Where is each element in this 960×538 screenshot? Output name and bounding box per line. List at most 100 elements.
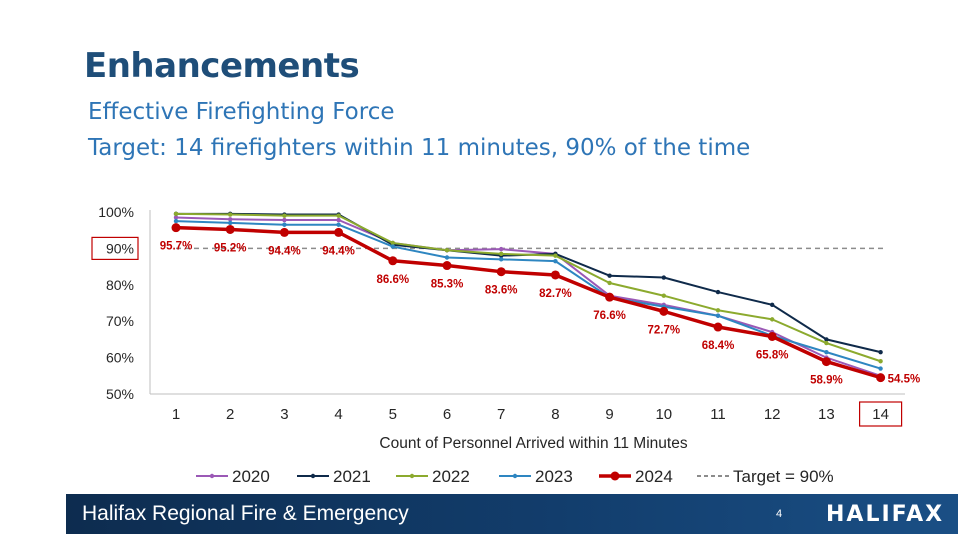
x-tick-label: 14 xyxy=(872,406,889,423)
data-point-2024 xyxy=(713,322,723,332)
data-point-2024 xyxy=(171,223,181,233)
footer-bar: Halifax Regional Fire & Emergency 4 HALI… xyxy=(66,494,958,534)
x-tick-label: 1 xyxy=(172,406,180,423)
data-label: 95.7% xyxy=(160,241,193,253)
data-label: 85.3% xyxy=(431,279,464,291)
data-label: 54.5% xyxy=(888,374,921,386)
legend-marker-5 xyxy=(610,471,620,481)
data-point-2024 xyxy=(496,267,506,277)
legend-label: 2024 xyxy=(635,467,673,486)
data-point-2021 xyxy=(607,273,612,278)
page-number: 4 xyxy=(776,508,783,520)
x-tick-label: 7 xyxy=(497,406,505,423)
data-point-2021 xyxy=(661,275,666,280)
data-point-2022 xyxy=(228,212,233,217)
legend-marker-4 xyxy=(512,473,518,479)
data-point-2023 xyxy=(824,349,829,355)
data-point-2020 xyxy=(173,215,179,220)
data-label: 94.4% xyxy=(322,245,355,257)
data-label: 95.2% xyxy=(214,242,247,254)
data-label: 94.4% xyxy=(268,245,301,257)
data-point-2022 xyxy=(878,359,883,364)
data-point-2023 xyxy=(444,255,450,260)
data-label: 68.4% xyxy=(702,340,735,352)
data-point-2022 xyxy=(444,248,450,253)
data-point-2022 xyxy=(499,251,504,257)
data-point-2023 xyxy=(336,222,341,227)
data-point-2021 xyxy=(770,302,775,308)
x-axis-title: Count of Personnel Arrived within 11 Min… xyxy=(379,435,687,452)
data-label: 58.9% xyxy=(810,375,843,387)
page-title: Enhancements xyxy=(84,46,360,86)
data-point-2022 xyxy=(553,253,558,258)
footer-org-name: Halifax Regional Fire & Emergency xyxy=(82,502,409,525)
x-tick-label: 2 xyxy=(226,406,234,423)
series-line-2020 xyxy=(175,216,881,377)
highlight-box-x xyxy=(858,401,903,427)
y-tick-label: 70% xyxy=(106,313,134,329)
legend-marker-1 xyxy=(209,473,215,479)
data-point-2020 xyxy=(228,217,233,222)
x-tick-label: 5 xyxy=(389,406,397,423)
data-point-2024 xyxy=(767,331,777,341)
data-point-2022 xyxy=(607,280,612,286)
legend-label: Target = 90% xyxy=(733,467,834,486)
data-point-2022 xyxy=(661,293,666,298)
data-label: 76.6% xyxy=(593,310,626,322)
data-label: 86.6% xyxy=(376,274,409,286)
x-tick-label: 10 xyxy=(655,406,672,423)
data-point-2020 xyxy=(499,246,504,252)
data-point-2023 xyxy=(390,244,395,249)
data-point-2024 xyxy=(659,306,669,316)
data-point-2024 xyxy=(605,292,615,302)
data-label: 65.8% xyxy=(756,349,789,361)
data-point-2024 xyxy=(550,270,560,280)
data-point-2022 xyxy=(282,213,287,218)
x-tick-label: 12 xyxy=(764,406,781,423)
legend-marker-2 xyxy=(310,473,316,479)
data-point-2023 xyxy=(282,222,287,227)
legend-label: 2020 xyxy=(232,467,270,486)
x-tick-label: 13 xyxy=(818,406,835,423)
data-point-2024 xyxy=(388,256,398,266)
series-line-2024 xyxy=(175,225,882,380)
y-tick-label: 90% xyxy=(106,240,134,256)
subtitle-line-1: Effective Firefighting Force xyxy=(88,99,395,125)
legend-label: 2023 xyxy=(535,467,573,486)
y-tick-label: 100% xyxy=(98,204,134,220)
data-point-2021 xyxy=(878,349,883,355)
data-point-2024 xyxy=(334,227,344,237)
x-tick-label: 4 xyxy=(334,406,342,423)
series-line-2023 xyxy=(175,220,881,370)
data-label: 83.6% xyxy=(485,285,518,297)
data-point-2022 xyxy=(390,240,395,246)
data-point-2023 xyxy=(173,218,179,224)
data-point-2020 xyxy=(282,217,287,223)
x-tick-label: 6 xyxy=(443,406,451,423)
x-tick-label: 11 xyxy=(710,406,726,423)
data-point-2023 xyxy=(228,220,233,226)
x-tick-label: 9 xyxy=(605,406,613,423)
y-tick-label: 80% xyxy=(106,277,134,293)
legend-label: 2021 xyxy=(333,467,371,486)
subtitle-line-2: Target: 14 firefighters within 11 minute… xyxy=(88,135,751,161)
data-point-2022 xyxy=(173,211,179,217)
data-point-2023 xyxy=(878,366,883,371)
y-tick-label: 50% xyxy=(106,386,134,402)
data-label: 72.7% xyxy=(647,324,680,336)
data-point-2023 xyxy=(499,257,504,262)
data-point-2024 xyxy=(442,261,452,271)
legend-marker-3 xyxy=(409,473,415,479)
data-label: 82.7% xyxy=(539,288,572,300)
data-point-2022 xyxy=(336,213,341,218)
data-point-2021 xyxy=(824,337,829,342)
y-tick-label: 60% xyxy=(106,350,134,366)
x-tick-label: 3 xyxy=(280,406,288,423)
data-point-2022 xyxy=(715,308,721,313)
data-point-2023 xyxy=(715,313,721,318)
x-tick-label: 8 xyxy=(551,406,559,423)
data-point-2022 xyxy=(824,340,829,346)
data-point-2024 xyxy=(876,373,886,383)
data-point-2024 xyxy=(821,357,831,367)
